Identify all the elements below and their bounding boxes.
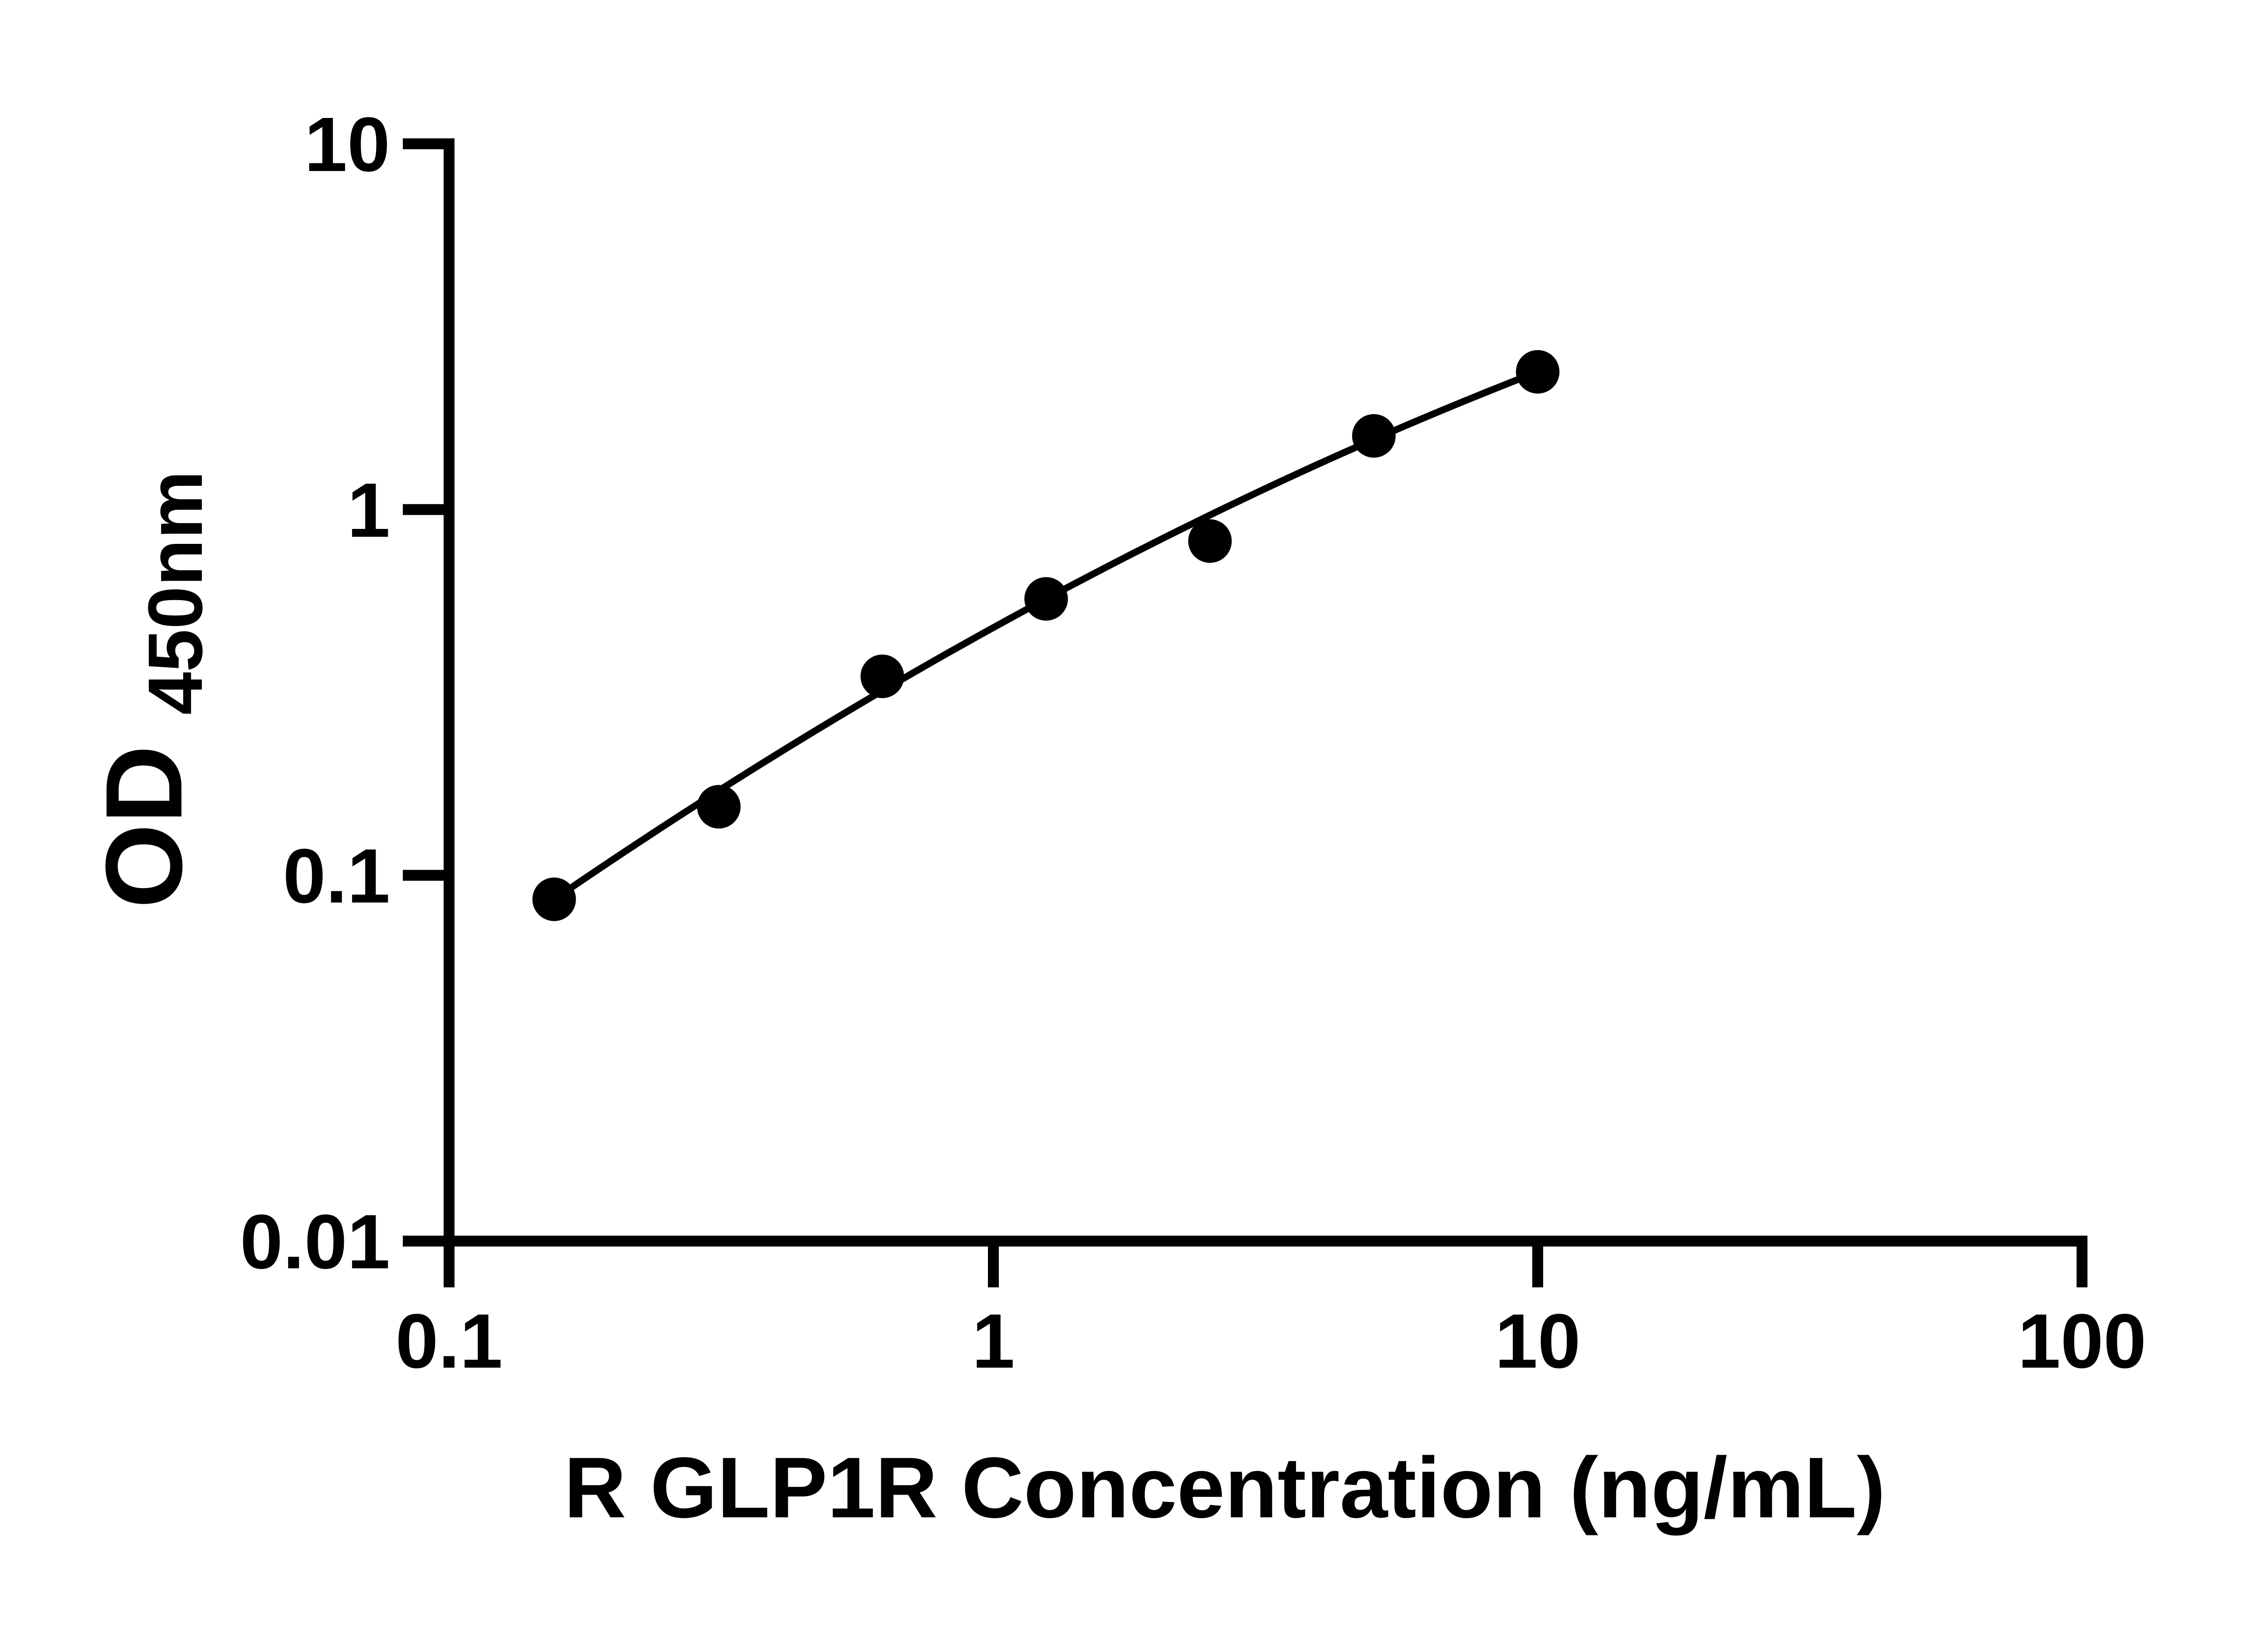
y-tick-label: 0.1 — [283, 833, 390, 919]
y-tick — [403, 138, 444, 150]
data-point — [1516, 350, 1559, 394]
x-tick-label: 100 — [2018, 1298, 2146, 1384]
y-tick-label: 0.01 — [240, 1199, 390, 1285]
x-tick — [1532, 1247, 1543, 1287]
y-tick — [403, 504, 444, 515]
y-tick — [403, 870, 444, 881]
x-tick — [444, 1247, 455, 1287]
x-tick — [988, 1247, 999, 1287]
y-axis-title-subscript: 450nm — [132, 470, 219, 715]
x-tick-label: 10 — [1495, 1298, 1580, 1384]
x-tick-label: 1 — [972, 1298, 1015, 1384]
y-tick-label: 1 — [347, 467, 390, 553]
data-point — [860, 655, 904, 698]
data-point — [697, 785, 741, 829]
y-tick — [403, 1236, 444, 1247]
axes-layer — [444, 138, 2087, 1247]
x-axis-title: R GLP1R Concentration (ng/mL) — [564, 1440, 1885, 1536]
data-point — [1024, 577, 1068, 621]
x-tick — [2077, 1247, 2087, 1287]
y-axis-line — [444, 138, 455, 1247]
x-axis-line — [444, 1236, 2087, 1247]
data-point — [1188, 519, 1232, 563]
data-points-layer — [532, 350, 1559, 921]
y-axis-title-main: OD — [83, 745, 205, 909]
x-tick-label: 0.1 — [396, 1298, 503, 1384]
data-point — [1352, 414, 1396, 458]
y-axis-title: OD 450nm — [83, 470, 219, 908]
y-tick-label: 10 — [304, 102, 390, 188]
data-point — [532, 877, 576, 921]
ticks-layer — [403, 138, 2087, 1287]
